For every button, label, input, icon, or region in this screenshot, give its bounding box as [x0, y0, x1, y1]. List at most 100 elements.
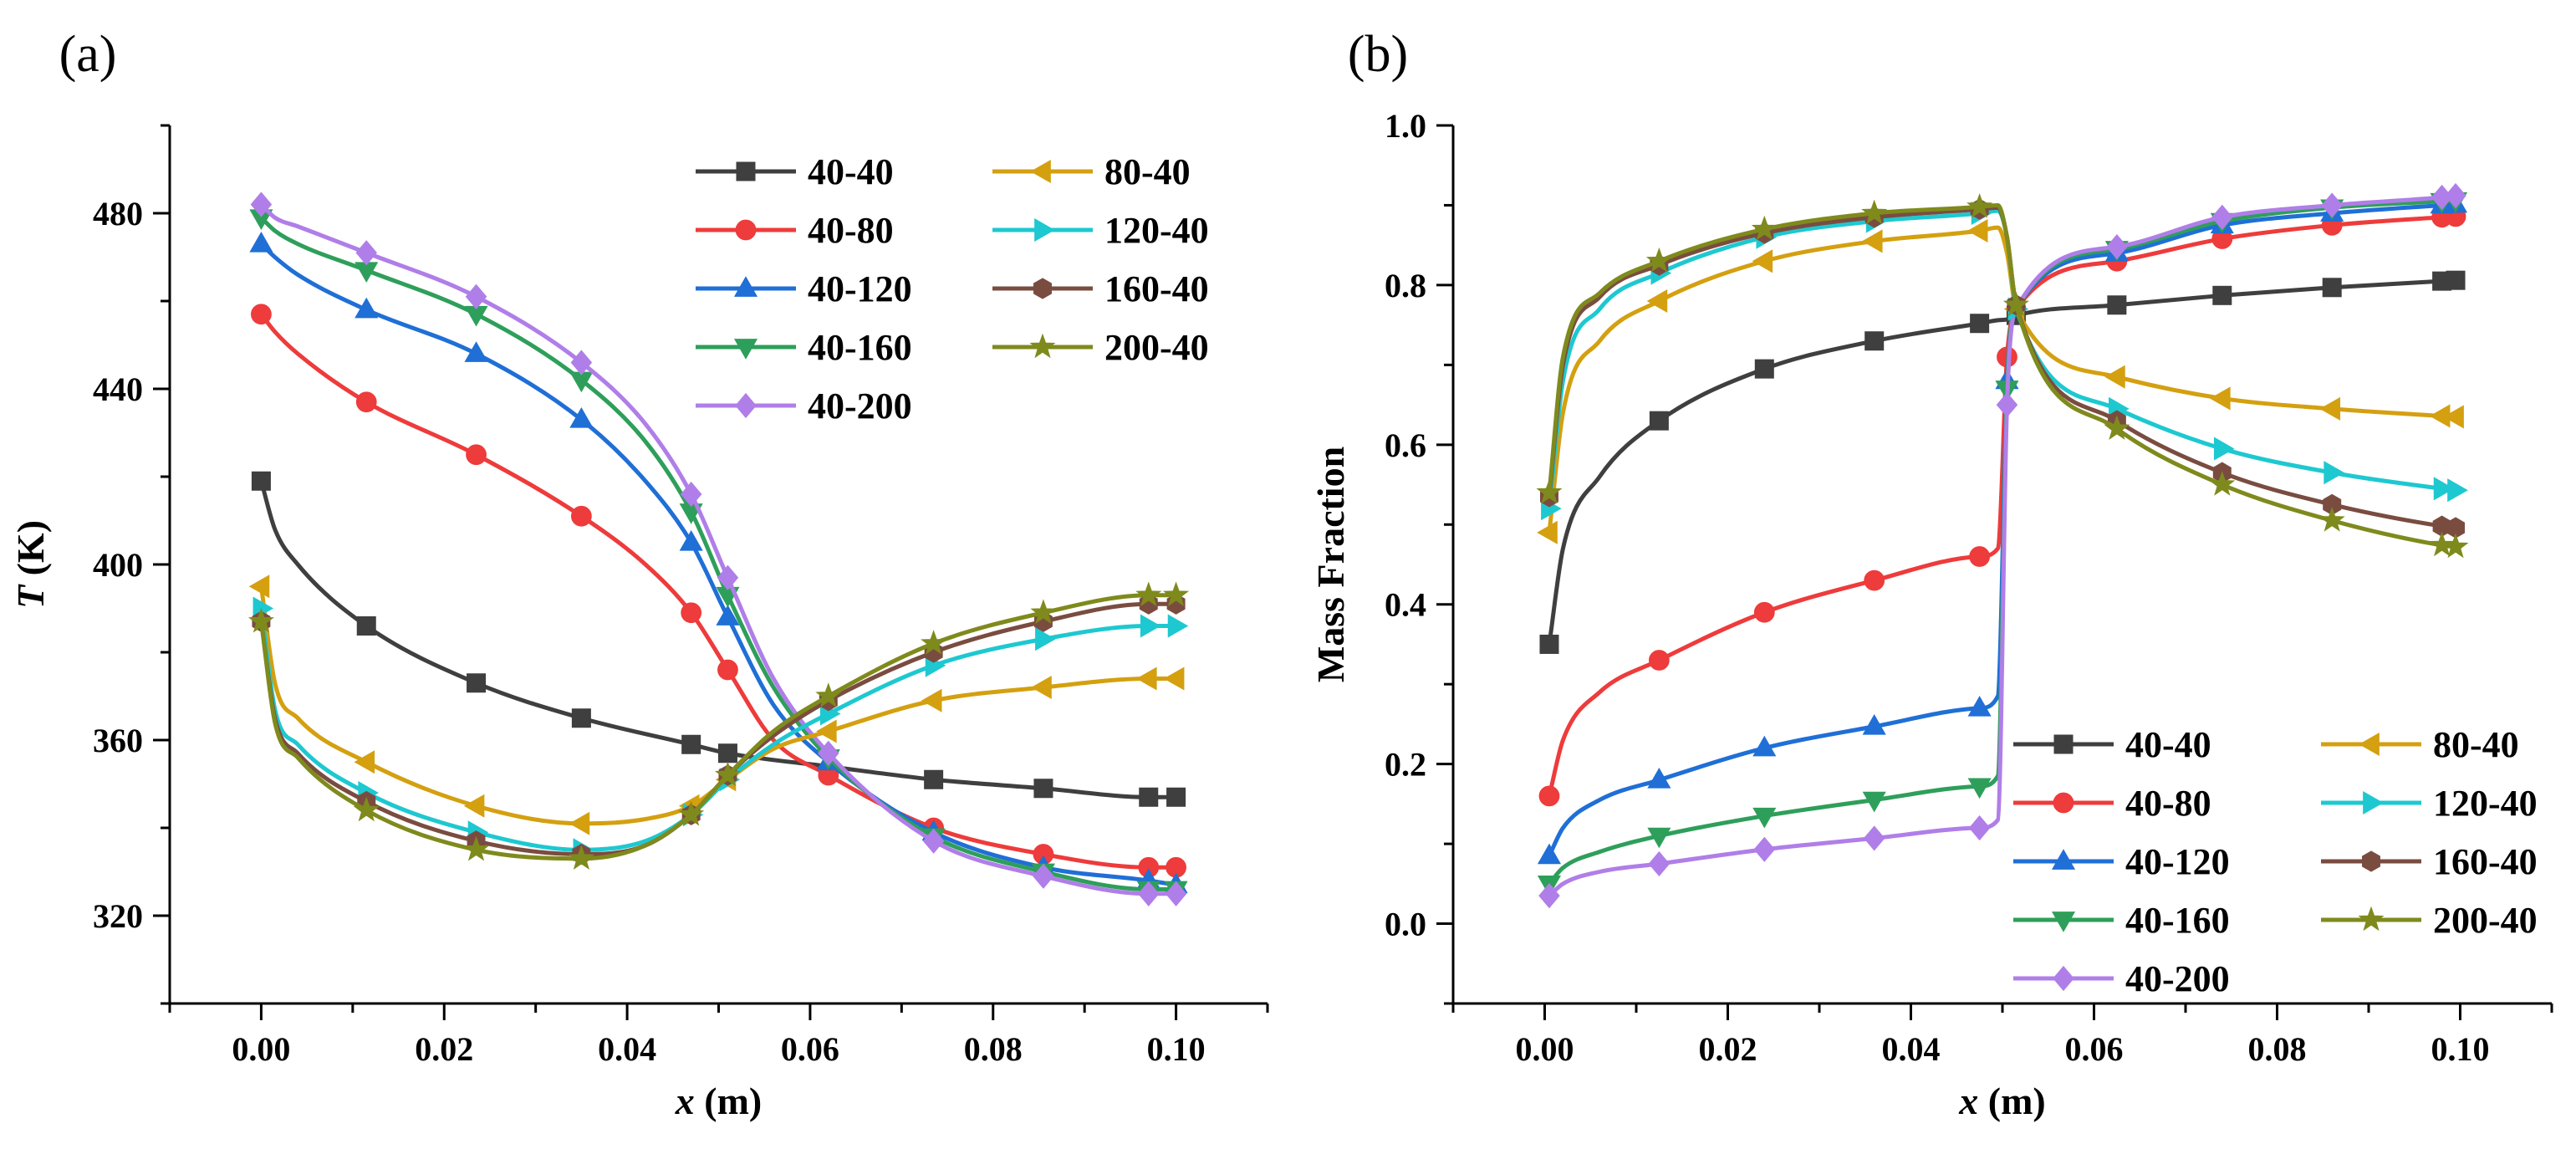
x-tick-label: 0.10 [1147, 1030, 1206, 1068]
legend-marker [736, 161, 756, 181]
legend-item: 40-80 [696, 210, 894, 251]
data-point [1862, 791, 1886, 813]
data-point [467, 673, 487, 693]
data-point [2443, 405, 2464, 429]
data-point [2212, 285, 2232, 305]
data-point [1969, 546, 1991, 567]
legend-marker [2359, 732, 2380, 757]
legend-label: 40-120 [808, 268, 912, 309]
data-point [1539, 634, 1559, 654]
data-point [465, 283, 487, 309]
data-point [1536, 478, 1563, 504]
data-point [2442, 533, 2469, 559]
legend-item: 40-200 [2013, 958, 2230, 999]
data-point [247, 607, 274, 633]
data-point [2429, 531, 2456, 557]
y-axis-unit: Mass Fraction [1309, 447, 1352, 682]
legend-item: 80-40 [2321, 724, 2519, 765]
legend-label: 40-120 [2125, 841, 2230, 882]
legend-marker [1034, 217, 1055, 243]
data-point [1861, 229, 1883, 253]
legend-marker [2053, 792, 2074, 814]
data-point [921, 688, 942, 712]
data-point [681, 734, 701, 754]
data-point [355, 240, 378, 266]
data-point [2322, 278, 2342, 298]
data-point [570, 350, 593, 375]
legend-marker [1033, 278, 1052, 299]
data-point [466, 444, 487, 466]
data-point [1647, 767, 1671, 789]
data-point [463, 835, 490, 861]
data-point [1033, 779, 1053, 799]
y-tick-label: 480 [93, 195, 143, 232]
legend-item: 40-120 [2013, 841, 2230, 882]
x-axis-title: x (m) [1958, 1080, 2045, 1122]
legend-label: 80-40 [2433, 724, 2519, 765]
data-point [1030, 599, 1057, 624]
data-point [1753, 601, 1775, 623]
data-point [464, 341, 488, 362]
data-point [1968, 815, 1991, 841]
x-axis-variable: x [675, 1080, 695, 1122]
data-point [356, 616, 376, 636]
x-tick-label: 0.00 [1516, 1030, 1574, 1068]
data-point [679, 529, 703, 551]
y-axis-title: Mass Fraction [1309, 447, 1352, 682]
data-point [2104, 365, 2125, 389]
data-point [1163, 581, 1190, 606]
data-point [1864, 331, 1885, 351]
data-point [250, 192, 273, 217]
data-point [1135, 581, 1162, 606]
x-tick-label: 0.02 [1699, 1030, 1757, 1068]
data-point [922, 828, 945, 854]
x-axis-unit: (m) [1978, 1080, 2045, 1122]
data-point [2107, 295, 2127, 315]
legend-label: 40-80 [2125, 783, 2211, 824]
data-point [1165, 881, 1187, 906]
data-point [1996, 392, 2018, 418]
series-120-40 [252, 596, 1189, 862]
legend-marker [1030, 159, 1051, 184]
data-point [2319, 396, 2341, 421]
series-line [1547, 193, 2458, 898]
data-point [1167, 614, 1189, 638]
data-point [921, 630, 947, 655]
series-40-40 [1539, 270, 2466, 654]
panel-b: (b) 0.00 0.02 0.04 0.06 0.08 0.10 0.0 0.2 0.4 0.6 0… [1309, 26, 2553, 1122]
series-line [1547, 225, 2458, 535]
x-axis-title: x (m) [675, 1080, 762, 1122]
data-point [815, 682, 842, 707]
data-point [1537, 520, 1558, 544]
legend-label: 160-40 [1104, 268, 1209, 309]
legend-marker [1029, 333, 1056, 359]
legend-label: 40-160 [808, 327, 912, 368]
data-point [249, 231, 273, 253]
legend-item: 80-40 [992, 151, 1191, 192]
data-point [717, 564, 739, 590]
y-tick-label: 1.0 [1385, 107, 1426, 145]
y-tick-label: 0.6 [1385, 426, 1426, 464]
data-point [1538, 883, 1560, 909]
x-tick-label: 0.10 [2431, 1030, 2490, 1068]
legend-item: 40-200 [696, 386, 912, 426]
data-point [2433, 477, 2455, 501]
data-point [2318, 507, 2345, 532]
data-point [1166, 787, 1186, 807]
data-point [251, 471, 271, 491]
x-axis-variable: x [1958, 1080, 1978, 1122]
data-point [1970, 314, 1990, 334]
data-point [1648, 650, 1670, 671]
data-point [2209, 471, 2236, 496]
legend-marker [2358, 906, 2385, 932]
data-point [1861, 199, 1888, 225]
legend-label: 80-40 [1104, 151, 1191, 192]
data-point [1753, 836, 1776, 862]
data-point [714, 761, 741, 787]
legend: 40-40 40-80 40-120 40-160 40-200 80-40 120-40 1… [696, 151, 1209, 426]
data-point [1647, 827, 1671, 849]
legend-item: 160-40 [992, 268, 1209, 309]
data-point [2321, 192, 2343, 218]
panel-a: (a) 0.00 0.02 0.04 0.06 0.08 0.10 320 360 400 440 4… [9, 26, 1269, 1122]
plot-area [1536, 182, 2469, 909]
